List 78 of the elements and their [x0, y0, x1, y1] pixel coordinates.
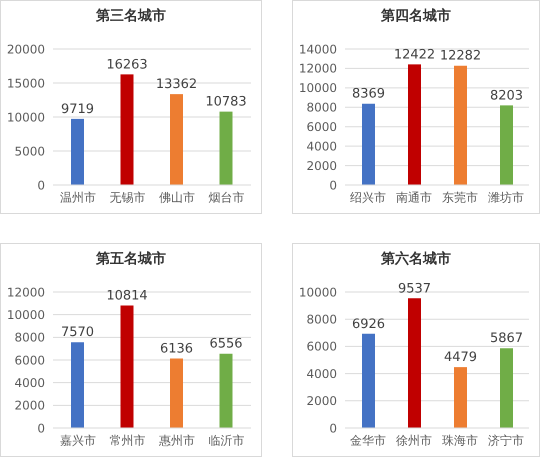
x-tick-label: 温州市	[60, 190, 96, 205]
data-label: 5867	[490, 331, 524, 346]
data-label: 12422	[394, 47, 436, 62]
x-tick-label: 常州市	[109, 434, 146, 448]
y-tick-label: 12000	[298, 62, 337, 76]
y-tick-label: 8000	[306, 100, 337, 115]
x-tick-label: 珠海市	[442, 434, 478, 448]
y-tick-label: 15000	[6, 76, 45, 90]
y-tick-label: 2000	[306, 394, 337, 408]
bar	[120, 305, 134, 428]
data-label: 6556	[209, 336, 243, 352]
chart-title: 第五名城市	[95, 250, 167, 268]
data-label: 6136	[160, 341, 194, 356]
y-tick-label: 8000	[306, 312, 337, 326]
y-tick-label: 0	[37, 421, 45, 436]
data-label: 12282	[440, 48, 482, 64]
y-tick-label: 2000	[306, 158, 337, 173]
y-tick-label: 10000	[298, 81, 337, 96]
bar	[500, 348, 513, 428]
y-tick-label: 0	[37, 178, 45, 192]
x-tick-label: 无锡市	[109, 190, 146, 205]
data-label: 8203	[490, 88, 524, 104]
y-tick-label: 4000	[306, 366, 337, 381]
y-tick-label: 8000	[14, 330, 45, 345]
data-label: 8369	[352, 86, 386, 102]
x-tick-label: 惠州市	[158, 434, 195, 448]
bar	[454, 66, 467, 185]
data-label: 16263	[106, 57, 148, 72]
y-tick-label: 14000	[298, 42, 337, 56]
x-tick-label: 佛山市	[158, 190, 195, 205]
y-tick-label: 0	[329, 178, 337, 192]
bar	[220, 112, 232, 185]
data-label: 10814	[106, 288, 148, 304]
x-tick-label: 东莞市	[442, 190, 478, 205]
y-tick-label: 2000	[14, 398, 45, 413]
data-label: 13362	[156, 77, 198, 92]
bar	[71, 118, 84, 185]
y-tick-label: 6000	[306, 340, 337, 354]
y-tick-label: 10000	[6, 110, 45, 124]
chart-title: 第三名城市	[95, 7, 167, 25]
x-tick-label: 临沂市	[208, 434, 244, 448]
x-tick-label: 嘉兴市	[60, 434, 96, 448]
bar	[71, 342, 84, 428]
y-tick-label: 6000	[306, 120, 337, 134]
chart-title: 第六名城市	[380, 250, 452, 268]
bar	[408, 64, 421, 185]
data-label: 10783	[205, 94, 247, 110]
x-tick-label: 潍坊市	[488, 190, 524, 205]
x-tick-label: 徐州市	[396, 434, 432, 448]
bar	[170, 94, 183, 185]
bar	[408, 298, 421, 428]
x-tick-label: 烟台市	[208, 190, 244, 205]
bar	[220, 354, 232, 428]
y-tick-label: 4000	[14, 376, 45, 390]
y-tick-label: 20000	[6, 42, 45, 56]
x-tick-label: 金华市	[350, 434, 386, 448]
bar	[362, 104, 375, 185]
data-label: 9537	[398, 281, 432, 296]
y-tick-label: 4000	[306, 139, 337, 154]
y-tick-label: 10000	[6, 308, 45, 322]
y-tick-label: 5000	[14, 144, 45, 158]
y-tick-label: 6000	[14, 353, 45, 368]
bar	[362, 334, 375, 428]
bar	[454, 367, 467, 428]
bar	[120, 74, 134, 185]
chart-title: 第四名城市	[380, 7, 452, 25]
x-tick-label: 南通市	[396, 190, 432, 205]
bar	[170, 358, 183, 428]
x-tick-label: 济宁市	[488, 434, 524, 448]
y-tick-label: 10000	[298, 285, 337, 300]
bar	[500, 105, 513, 185]
y-tick-label: 0	[329, 421, 337, 436]
data-label: 6926	[352, 316, 386, 332]
x-tick-label: 绍兴市	[350, 190, 386, 205]
data-label: 4479	[444, 350, 478, 366]
data-label: 7570	[60, 325, 94, 340]
y-tick-label: 12000	[6, 285, 45, 300]
data-label: 9719	[60, 102, 94, 117]
